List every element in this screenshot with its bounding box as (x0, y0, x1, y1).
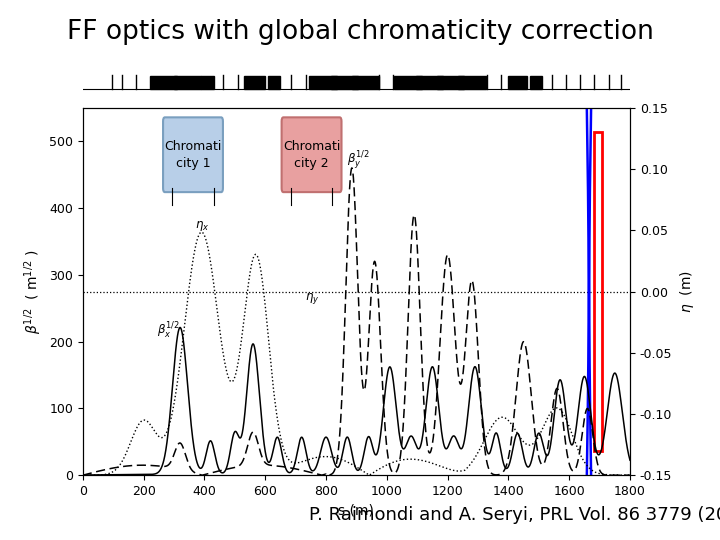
Bar (395, 76, 422, 89)
Bar (415, 76, 443, 89)
Y-axis label: $\eta$  (m): $\eta$ (m) (678, 270, 696, 313)
Text: $\beta_x^{1/2}$: $\beta_x^{1/2}$ (157, 321, 180, 341)
Text: $\eta_y$: $\eta_y$ (305, 292, 319, 306)
Bar (330, 76, 358, 89)
Text: $\eta_x$: $\eta_x$ (195, 219, 210, 233)
Text: Chromati
city 2: Chromati city 2 (283, 140, 341, 170)
Y-axis label: $\beta^{1/2}$  ( m$^{1/2}$ ): $\beta^{1/2}$ ( m$^{1/2}$ ) (22, 249, 43, 334)
Bar (352, 76, 379, 89)
Bar (150, 76, 177, 89)
Bar (174, 76, 202, 89)
X-axis label: s (m): s (m) (338, 503, 374, 517)
Text: Chromati
city 1: Chromati city 1 (164, 140, 222, 170)
Bar (458, 76, 485, 89)
Text: P. Raimondi and A. Seryi, PRL Vol. 86 3779 (2001): P. Raimondi and A. Seryi, PRL Vol. 86 37… (309, 506, 720, 524)
FancyBboxPatch shape (163, 117, 223, 192)
Bar (437, 76, 464, 89)
Bar (269, 76, 280, 89)
Bar (508, 76, 526, 89)
FancyBboxPatch shape (282, 117, 341, 192)
Bar (593, 132, 602, 451)
Bar (530, 76, 542, 89)
Bar (310, 76, 337, 89)
Text: FF optics with global chromaticity correction: FF optics with global chromaticity corre… (66, 19, 654, 45)
Bar (244, 76, 265, 89)
Bar (202, 76, 214, 89)
Text: $\beta_y^{1/2}$: $\beta_y^{1/2}$ (347, 149, 370, 171)
